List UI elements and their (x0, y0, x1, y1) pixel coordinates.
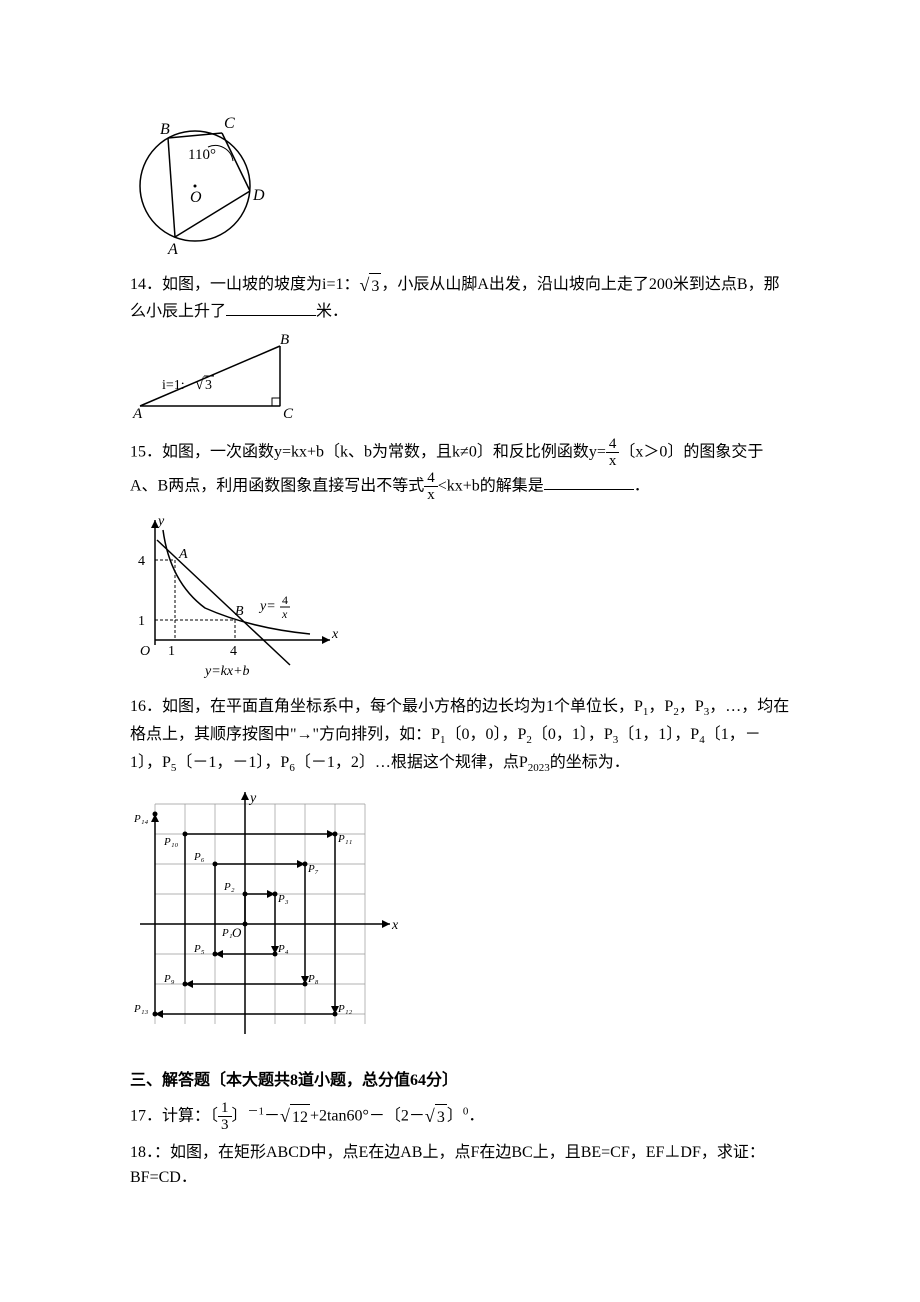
question-18: 18．：如图，在矩形ABCD中，点E在边AB上，点F在边BC上，且BE=CF，E… (130, 1140, 790, 1191)
fig15-line-label: y=kx+b (203, 664, 250, 679)
fig13-angle: 110° (188, 147, 216, 163)
fig15-O: O (140, 644, 150, 659)
q14-text-c: 米． (316, 303, 348, 320)
fig15-yt1: 1 (138, 614, 145, 629)
fig15-xt1: 1 (168, 644, 175, 659)
svg-text:P₂: P₂ (223, 881, 235, 893)
q15-blank (544, 473, 634, 490)
svg-text:P₁: P₁ (221, 927, 233, 939)
q14-text-a: 14．如图，一山坡的坡度为i=1： (130, 276, 359, 293)
fig14-A: A (132, 406, 143, 421)
sqrt-12: √12 (280, 1102, 310, 1131)
fig13-label-D: D (252, 187, 265, 204)
svg-text:4: 4 (282, 593, 288, 607)
fig15-xt4: 4 (230, 644, 237, 659)
svg-text:x: x (391, 918, 399, 933)
svg-text:P₁₄: P₁₄ (133, 813, 149, 825)
svg-text:P₃: P₃ (277, 893, 289, 905)
question-14: 14．如图，一山坡的坡度为i=1：√3，小辰从山脚A出发，沿山坡向上走了200米… (130, 271, 790, 325)
fig14-slope-sqrt: 3 (205, 378, 212, 393)
svg-text:y: y (248, 791, 257, 806)
svg-text:P₁₂: P₁₂ (337, 1003, 353, 1015)
svg-text:y=: y= (258, 599, 276, 614)
sqrt-3: √3 (359, 271, 381, 300)
fig13-label-B: B (160, 121, 170, 138)
fig15-X: x (331, 627, 339, 642)
svg-text:P₅: P₅ (193, 943, 205, 955)
svg-text:P₇: P₇ (307, 863, 319, 875)
fig13-label-O: O (190, 189, 202, 206)
svg-text:P₁₀: P₁₀ (163, 836, 179, 848)
q15-frac2: 4x (424, 470, 438, 504)
question-17: 17．计算：〔13〕－1－√12+2tan60°－〔2－√3〕0． (130, 1100, 790, 1134)
fig-13: B C 110° O D A (130, 106, 790, 265)
q15-text-d: ． (634, 477, 650, 494)
fig15-A: A (178, 547, 188, 562)
fig14-B: B (280, 332, 289, 348)
fig15-yt4: 4 (138, 554, 145, 569)
svg-text:O: O (232, 925, 242, 940)
svg-text:P₆: P₆ (193, 851, 205, 863)
fig13-label-C: C (224, 115, 235, 132)
fig-16: y x O (130, 784, 790, 1053)
q15-text-a: 15．如图，一次函数y=kx+b〔k、b为常数，且k≠0〕和反比例函数y= (130, 443, 606, 460)
fig15-B: B (235, 604, 244, 619)
fig-14: A B C i=1: √ 3 (130, 331, 790, 430)
sqrt-3b: √3 (425, 1102, 447, 1131)
question-15: 15．如图，一次函数y=kx+b〔k、b为常数，且k≠0〕和反比例函数y=4x〔… (130, 436, 790, 504)
fig15-Y: y (156, 514, 165, 529)
q14-blank (226, 299, 316, 316)
fig14-C: C (283, 406, 294, 421)
q15-text-c: <kx+b的解集是 (438, 477, 544, 494)
fig-15: 4 1 1 4 O y x A B y= 4 x y=kx+b (130, 510, 790, 689)
q17-frac: 13 (218, 1100, 232, 1134)
question-16: 16．如图，在平面直角坐标系中，每个最小方格的边长均为1个单位长，P1，P2，P… (130, 694, 790, 777)
fig13-label-A: A (167, 241, 178, 256)
svg-text:P₉: P₉ (163, 973, 175, 985)
svg-text:P₈: P₈ (307, 973, 319, 985)
q15-frac1: 4x (606, 436, 620, 470)
svg-text:x: x (281, 607, 288, 621)
section-3-header: 三、解答题〔本大题共8道小题，总分值64分〕 (130, 1068, 790, 1094)
svg-text:√: √ (195, 376, 204, 393)
svg-text:P₁₁: P₁₁ (337, 833, 353, 845)
svg-text:P₁₃: P₁₃ (133, 1003, 149, 1015)
svg-text:P₄: P₄ (277, 943, 289, 955)
fig14-slope-prefix: i=1: (162, 378, 185, 393)
